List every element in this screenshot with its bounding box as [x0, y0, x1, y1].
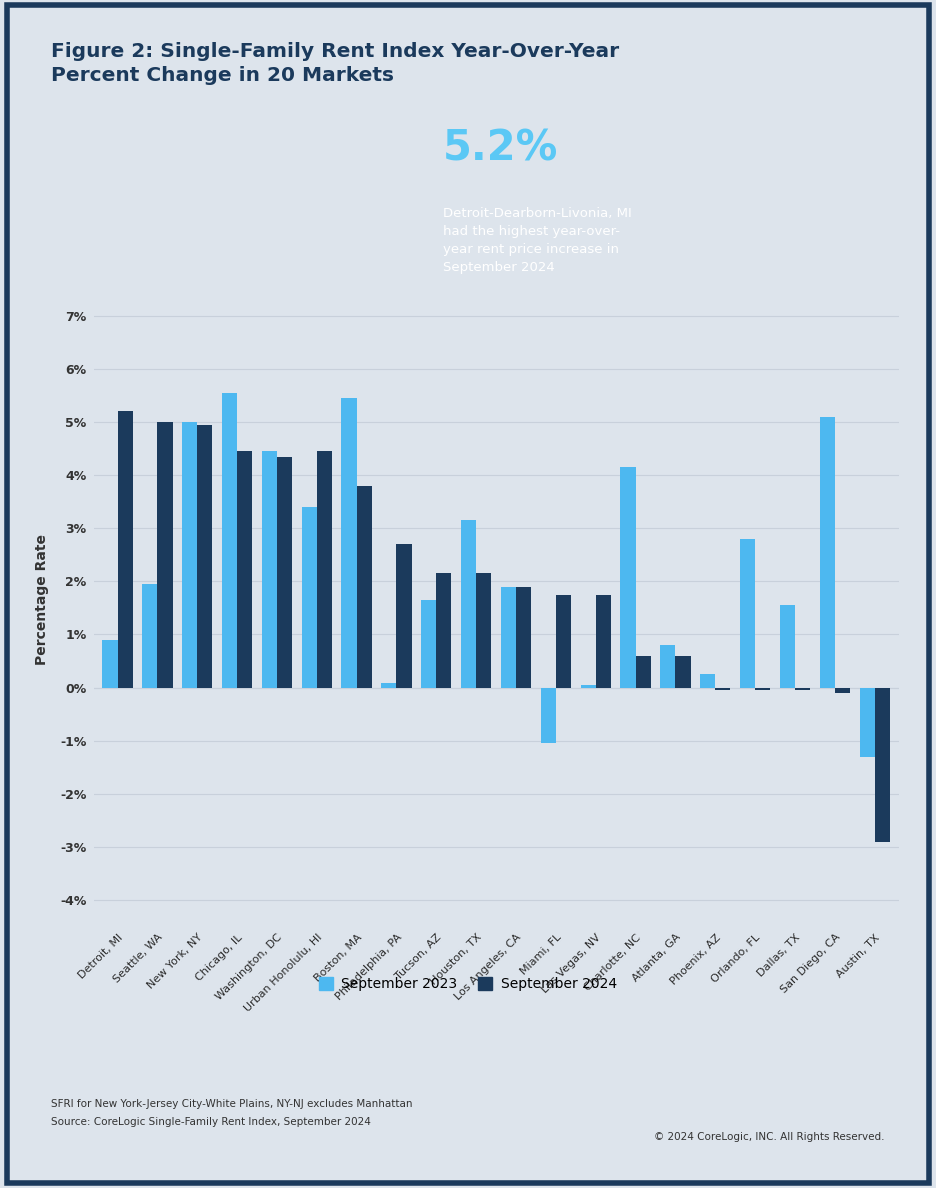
Bar: [381, 683, 397, 688]
Bar: [795, 688, 810, 690]
Bar: [421, 600, 436, 688]
Legend: September 2023, September 2024: September 2023, September 2024: [314, 972, 622, 997]
Bar: [301, 507, 316, 688]
Bar: [436, 574, 451, 688]
Bar: [197, 424, 212, 688]
Bar: [142, 584, 157, 688]
Bar: [835, 688, 850, 693]
Bar: [118, 411, 133, 688]
Bar: [859, 688, 874, 757]
Text: Figure 2: Single-Family Rent Index Year-Over-Year
Percent Change in 20 Markets: Figure 2: Single-Family Rent Index Year-…: [51, 42, 620, 84]
Y-axis label: Percentage Rate: Percentage Rate: [36, 535, 50, 665]
Bar: [676, 656, 691, 688]
Bar: [342, 398, 357, 688]
Bar: [102, 640, 118, 688]
Bar: [636, 656, 651, 688]
Bar: [237, 451, 252, 688]
Text: © 2024 CoreLogic, INC. All Rights Reserved.: © 2024 CoreLogic, INC. All Rights Reserv…: [654, 1132, 885, 1142]
Bar: [580, 685, 595, 688]
Text: 5.2%: 5.2%: [444, 128, 559, 170]
Bar: [501, 587, 516, 688]
Bar: [157, 422, 172, 688]
Bar: [183, 422, 197, 688]
Bar: [874, 688, 890, 841]
Bar: [556, 595, 571, 688]
Bar: [397, 544, 412, 688]
Bar: [595, 595, 611, 688]
Bar: [476, 574, 491, 688]
Bar: [660, 645, 676, 688]
Text: Detroit-Dearborn-Livonia, MI
had the highest year-over-
year rent price increase: Detroit-Dearborn-Livonia, MI had the hig…: [444, 207, 632, 273]
Bar: [715, 688, 730, 690]
Bar: [820, 417, 835, 688]
Text: SFRI for New York-Jersey City-White Plains, NY-NJ excludes Manhattan: SFRI for New York-Jersey City-White Plai…: [51, 1099, 413, 1108]
Bar: [755, 688, 770, 690]
Bar: [700, 675, 715, 688]
Bar: [357, 486, 372, 688]
Bar: [222, 393, 237, 688]
Bar: [621, 467, 636, 688]
Bar: [316, 451, 332, 688]
Bar: [541, 688, 556, 744]
Bar: [262, 451, 277, 688]
Text: Source: CoreLogic Single-Family Rent Index, September 2024: Source: CoreLogic Single-Family Rent Ind…: [51, 1117, 372, 1126]
Bar: [516, 587, 531, 688]
Bar: [740, 539, 755, 688]
Bar: [277, 456, 292, 688]
Bar: [461, 520, 476, 688]
Bar: [780, 605, 795, 688]
